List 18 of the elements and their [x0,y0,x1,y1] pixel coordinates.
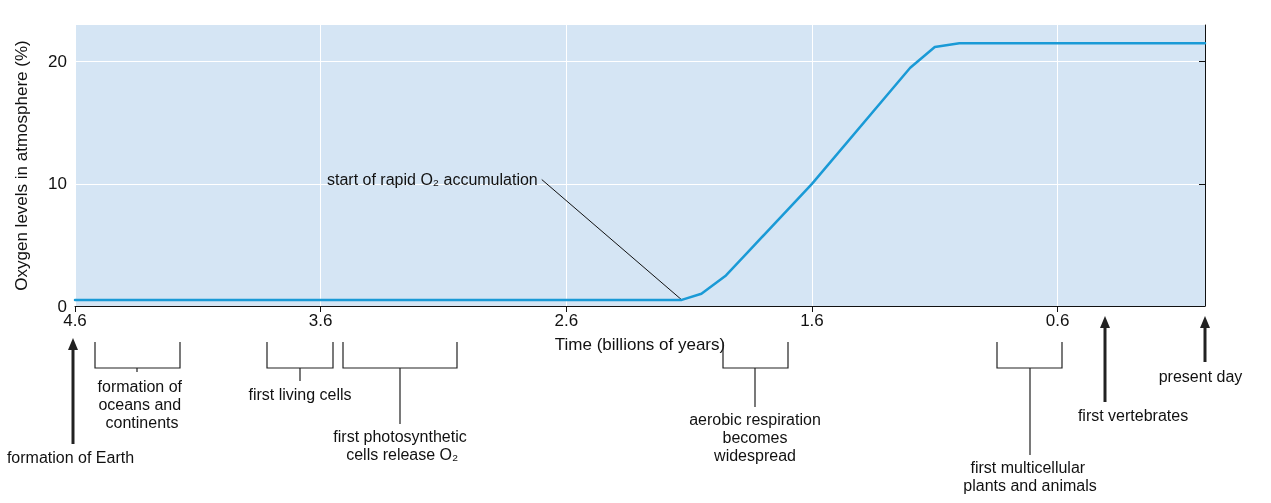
y-axis-title: Oxygen levels in atmosphere (%) [12,40,31,291]
text: aerobic respiration becomes widespread [689,410,821,464]
x-axis-title: Time (billions of years) [554,335,726,354]
x-tick-label: 3.6 [308,311,333,330]
text: formation of oceans and continents [97,377,187,431]
y-tick-label: 20 [48,52,67,72]
x-tick-label: 2.6 [554,311,579,330]
text: present day [1158,367,1243,385]
x-tick-label: 1.6 [800,311,824,330]
text: first photosynthetic cells release O₂ [333,427,467,463]
text: first living cells [248,385,352,403]
text: first multicellular plants and animals [963,458,1097,494]
text: formation of Earth [6,448,135,466]
y-tick-label: 10 [48,174,67,194]
annotation: start of rapid O₂ accumulation [327,171,538,189]
text: first vertebrates [1077,406,1189,424]
line-series [73,42,1207,302]
x-tick-label: 0.6 [1045,311,1070,330]
